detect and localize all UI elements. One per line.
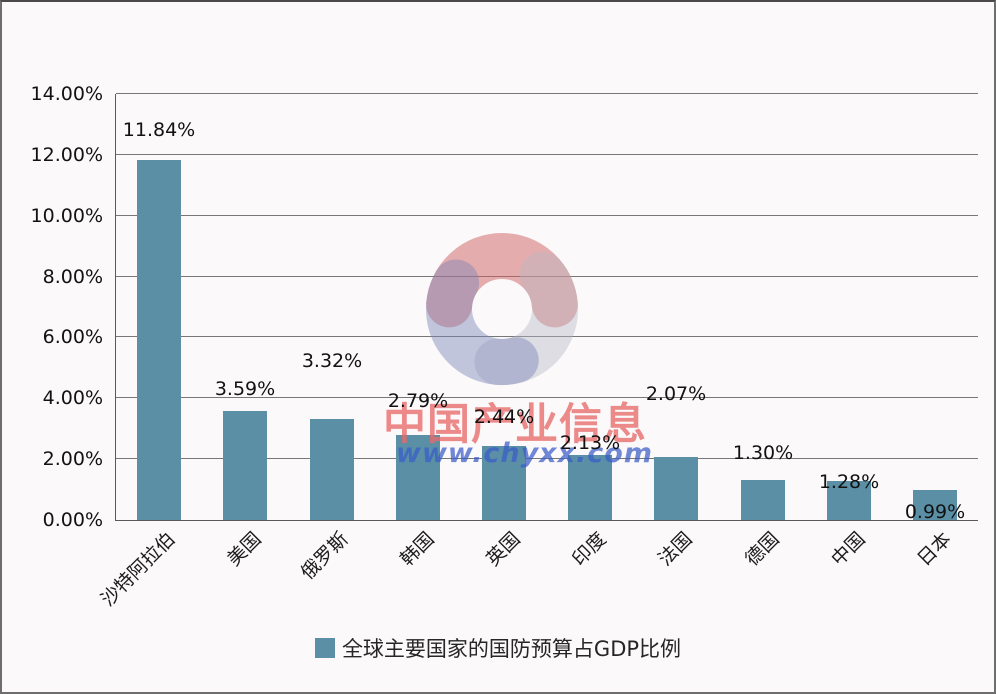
bar-value-label: 1.28% [818,471,880,493]
gridline [116,458,978,460]
bar-value-label: 11.84% [122,119,196,141]
y-axis-tick-label: 14.00% [30,83,103,105]
bar [654,457,698,520]
bar [827,481,871,520]
y-axis-tick-label: 8.00% [42,265,103,288]
gridline [116,397,978,399]
bar-value-label: 1.30% [732,442,794,464]
bar-value-label: 3.32% [301,350,363,372]
bar [396,435,440,520]
bar-value-label: 2.44% [473,406,535,428]
bar-value-label: 2.07% [645,383,707,405]
bar [741,480,785,520]
bar [913,490,957,520]
bar-value-label: 2.79% [387,390,449,412]
gridline [116,336,978,338]
legend-swatch [314,638,335,658]
bar [482,446,526,520]
y-axis-tick-label: 12.00% [30,143,103,166]
bar [310,419,354,520]
bar-value-label: 0.99% [904,501,966,523]
gridline [116,275,978,277]
gridline [116,153,978,155]
y-axis-tick-label: 4.00% [42,387,103,410]
bar [223,411,267,520]
y-axis-tick-label: 0.00% [42,509,103,531]
gridline [116,214,978,216]
bar-value-label: 2.13% [559,432,621,454]
bar-value-label: 3.59% [214,378,276,400]
bar [568,455,612,520]
bar [137,160,181,520]
plot-area: 11.84% 3.59% 3.32% 2.79% 2.44% 2.13% 2.07% 1.30… [115,93,978,522]
legend-label: 全球主要国家的国防预算占GDP比例 [341,637,682,661]
y-axis-tick-label: 10.00% [30,204,103,227]
gridline [116,93,978,94]
y-axis-tick-label: 6.00% [42,326,103,349]
y-axis-tick-label: 2.00% [42,448,103,471]
legend: 全球主要国家的国防预算占GDP比例 [2,633,994,663]
